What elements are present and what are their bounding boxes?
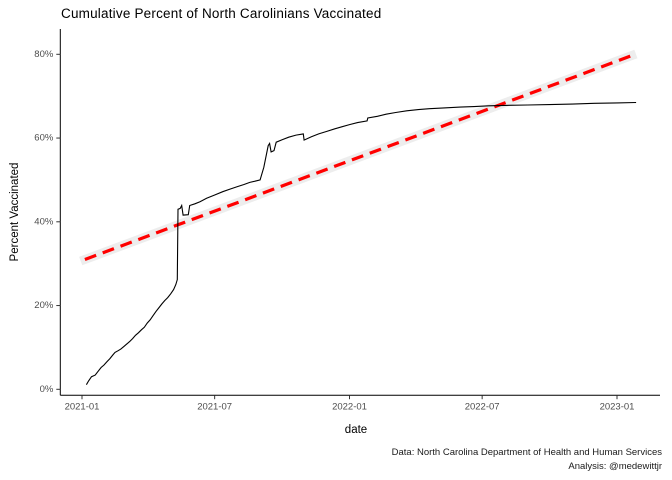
- y-tick-label: 40%: [34, 216, 54, 227]
- y-tick-label: 60%: [34, 133, 54, 144]
- x-tick-label: 2021-07: [197, 402, 232, 413]
- caption-analysis-credit: Analysis: @medewittjr: [568, 460, 662, 472]
- cumulative-vaccination-line: [85, 101, 637, 385]
- y-axis-title: Percent Vaccinated: [9, 162, 21, 262]
- chart-caption: Data: North Carolina Department of Healt…: [392, 446, 662, 473]
- x-tick-label: 2022-07: [465, 402, 500, 413]
- y-tick-label: 20%: [34, 300, 54, 311]
- trend-line: [84, 54, 633, 261]
- x-tick-label: 2022-01: [332, 402, 367, 413]
- x-tick-label: 2021-01: [65, 402, 100, 413]
- y-tick-label: 80%: [34, 49, 54, 60]
- chart-title: Cumulative Percent of North Carolinians …: [61, 6, 382, 21]
- x-axis-title: date: [344, 424, 368, 436]
- y-tick-label: 0%: [40, 384, 54, 395]
- x-tick-label: 2023-01: [600, 402, 635, 413]
- caption-data-source: Data: North Carolina Department of Healt…: [391, 447, 662, 458]
